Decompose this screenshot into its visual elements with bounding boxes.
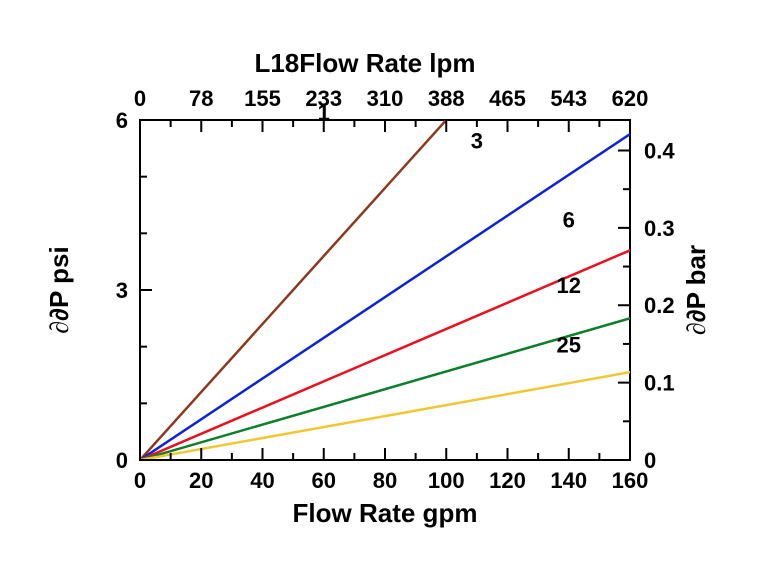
xtick-label-bottom: 120 [489, 468, 526, 493]
xtick-label-top: 465 [489, 86, 526, 111]
ytick-label-right: 0.1 [644, 371, 675, 396]
chart-title: L18Flow Rate lpm [254, 48, 475, 78]
series-label: 6 [563, 208, 575, 233]
ytick-label-left: 6 [116, 108, 128, 133]
xtick-label-top: 310 [367, 86, 404, 111]
xtick-label-bottom: 0 [134, 468, 146, 493]
xtick-label-bottom: 100 [428, 468, 465, 493]
xtick-label-top: 155 [244, 86, 281, 111]
xtick-label-top: 78 [189, 86, 213, 111]
xtick-label-bottom: 140 [550, 468, 587, 493]
ytick-label-left: 0 [116, 448, 128, 473]
ytick-label-right: 0.3 [644, 216, 675, 241]
ytick-label-right: 0.4 [644, 138, 675, 163]
xtick-label-bottom: 80 [373, 468, 397, 493]
y-axis-title-right: ∂∂P bar [681, 245, 711, 335]
ytick-label-right: 0.2 [644, 293, 675, 318]
x-axis-title-bottom: Flow Rate gpm [293, 498, 478, 528]
series-label: 12 [557, 273, 581, 298]
xtick-label-top: 620 [612, 86, 649, 111]
xtick-label-bottom: 20 [189, 468, 213, 493]
xtick-label-top: 0 [134, 86, 146, 111]
ytick-label-right: 0 [644, 448, 656, 473]
series-label: 3 [471, 128, 483, 153]
xtick-label-bottom: 160 [612, 468, 649, 493]
x-axis-title-top: Flow Rate lpm [299, 48, 475, 78]
chart-svg: 0204060801001201401600781552333103884655… [0, 0, 768, 564]
series-label: 1 [318, 100, 330, 125]
pressure-flow-chart: 0204060801001201401600781552333103884655… [0, 0, 768, 564]
chart-title-prefix: L18 [254, 48, 299, 78]
xtick-label-bottom: 40 [250, 468, 274, 493]
xtick-label-bottom: 60 [312, 468, 336, 493]
xtick-label-top: 388 [428, 86, 465, 111]
xtick-label-top: 543 [550, 86, 587, 111]
ytick-label-left: 3 [116, 278, 128, 303]
series-label: 25 [557, 332, 581, 357]
y-axis-title-left: ∂∂P psi [44, 246, 74, 333]
